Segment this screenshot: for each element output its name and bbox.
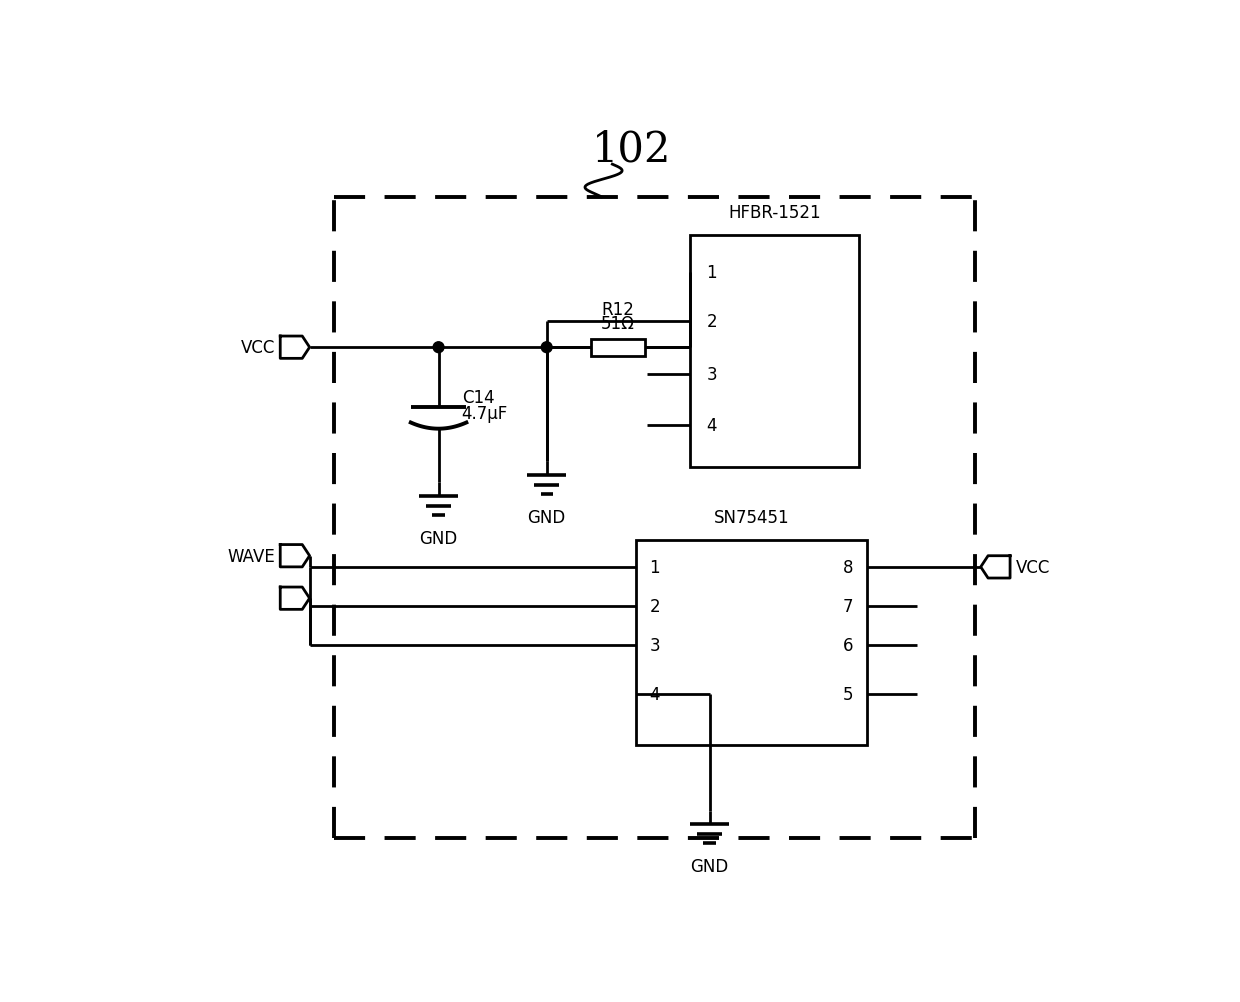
Circle shape	[433, 343, 444, 354]
Text: 3: 3	[707, 366, 717, 384]
Text: 4.7μF: 4.7μF	[461, 405, 508, 423]
Text: 7: 7	[843, 597, 853, 615]
Bar	[635, 541, 867, 745]
Text: 8: 8	[843, 558, 853, 576]
Text: 5: 5	[843, 685, 853, 703]
Bar	[689, 235, 859, 467]
Polygon shape	[280, 587, 310, 610]
Text: SN75451: SN75451	[713, 509, 789, 527]
Text: GND: GND	[419, 529, 458, 547]
Text: 102: 102	[591, 128, 671, 170]
Text: 4: 4	[707, 417, 717, 435]
Text: VCC: VCC	[1016, 558, 1050, 576]
Text: WAVE: WAVE	[228, 547, 275, 565]
Text: C14: C14	[461, 389, 495, 407]
Text: 2: 2	[707, 313, 717, 331]
Polygon shape	[280, 545, 310, 567]
Text: 51Ω: 51Ω	[601, 315, 635, 333]
Text: 3: 3	[650, 636, 660, 654]
Text: 4: 4	[650, 685, 660, 703]
Text: 2: 2	[650, 597, 660, 615]
Bar	[591, 340, 645, 357]
Text: R12: R12	[601, 301, 635, 319]
Text: GND: GND	[691, 857, 729, 875]
Text: HFBR-1521: HFBR-1521	[728, 204, 821, 222]
Text: 1: 1	[707, 264, 717, 282]
Text: VCC: VCC	[242, 339, 275, 357]
Text: GND: GND	[527, 508, 565, 526]
Circle shape	[542, 343, 552, 354]
Text: 1: 1	[650, 558, 660, 576]
Polygon shape	[280, 337, 310, 359]
Text: 6: 6	[843, 636, 853, 654]
Polygon shape	[981, 556, 1011, 578]
